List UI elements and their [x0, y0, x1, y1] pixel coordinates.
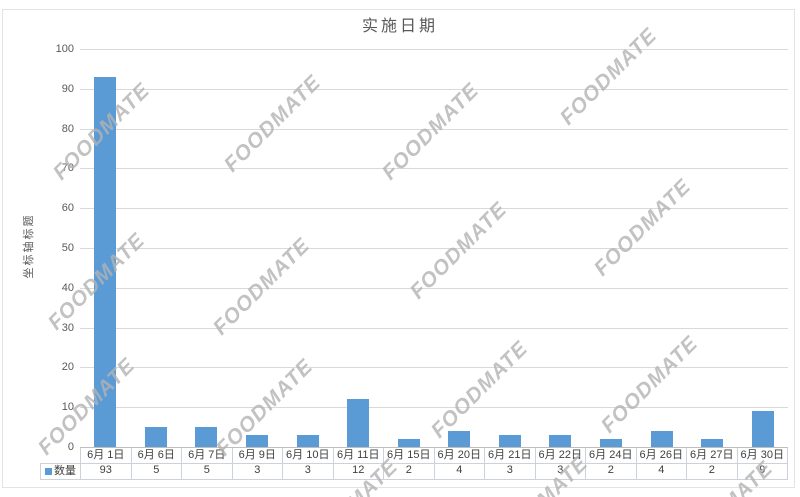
table-value-cell: 3 — [534, 463, 586, 479]
table-category-cell: 6月 11日 — [332, 448, 384, 463]
bar-6月 11日[interactable] — [347, 399, 369, 447]
table-value-cell: 3 — [231, 463, 283, 479]
table-value-cell: 12 — [332, 463, 384, 479]
table-value-cell: 5 — [181, 463, 232, 479]
y-tick-label: 80 — [61, 122, 74, 135]
table-value-cell: 5 — [130, 463, 182, 479]
table-value-cell: 2 — [686, 463, 737, 479]
table-value-cell: 2 — [585, 463, 636, 479]
gridline — [80, 88, 788, 90]
gridline — [80, 287, 788, 289]
legend-cell: 数量 — [40, 463, 80, 479]
bar-6月 10日[interactable] — [297, 435, 319, 447]
gridline — [80, 407, 788, 409]
gridline — [80, 128, 788, 130]
table-value-cell: 93 — [80, 463, 131, 479]
y-tick-label: 20 — [61, 361, 74, 374]
gridline — [80, 208, 788, 210]
data-table-value-row: 数量 93 5 5 3 3 12 2 4 3 3 2 4 2 9 — [40, 463, 788, 480]
y-tick-label: 40 — [61, 281, 74, 294]
table-value-cell: 9 — [736, 463, 788, 479]
bar-6月 26日[interactable] — [651, 431, 673, 447]
table-category-cell: 6月 30日 — [736, 448, 788, 463]
bar-6月 15日[interactable] — [398, 439, 420, 447]
bar-6月 24日[interactable] — [600, 439, 622, 447]
bar-6月 22日[interactable] — [549, 435, 571, 447]
bar-6月 20日[interactable] — [448, 431, 470, 447]
y-tick-label: 0 — [67, 441, 74, 453]
table-value-cell: 2 — [383, 463, 434, 479]
table-category-cell: 6月 26日 — [635, 448, 687, 463]
gridline — [80, 168, 788, 170]
y-tick-label: 60 — [61, 202, 74, 215]
bar-6月 21日[interactable] — [499, 435, 521, 447]
table-category-cell: 6月 20日 — [433, 448, 485, 463]
table-value-cell: 3 — [484, 463, 535, 479]
gridline — [80, 327, 788, 329]
y-tick-label: 30 — [61, 321, 74, 334]
data-table-category-row: 6月 1日 6月 6日 6月 7日 6月 9日 6月 10日 6月 11日 6月 15日 6月… — [80, 447, 788, 464]
y-tick-label: 10 — [61, 401, 74, 414]
bar-6月 30日[interactable] — [752, 411, 774, 447]
gridline — [80, 367, 788, 369]
table-category-cell: 6月 6日 — [130, 448, 182, 463]
table-category-cell: 6月 15日 — [383, 448, 434, 463]
table-category-cell: 6月 9日 — [231, 448, 283, 463]
y-tick-label: 50 — [61, 242, 74, 254]
table-category-cell: 6月 1日 — [80, 448, 131, 463]
table-value-cell: 3 — [282, 463, 333, 479]
chart-border — [2, 9, 795, 488]
table-category-cell: 6月 10日 — [282, 448, 333, 463]
table-category-cell: 6月 21日 — [484, 448, 535, 463]
gridline — [80, 248, 788, 249]
y-tick-label: 100 — [55, 43, 74, 55]
table-category-cell: 6月 22日 — [534, 448, 586, 463]
legend-marker-icon — [45, 468, 52, 475]
y-tick-label: 90 — [61, 82, 74, 95]
bar-6月 9日[interactable] — [246, 435, 268, 447]
table-value-cell: 4 — [635, 463, 687, 479]
bar-6月 1日[interactable] — [94, 77, 116, 447]
legend-label: 数量 — [54, 465, 76, 477]
table-category-cell: 6月 24日 — [585, 448, 636, 463]
chart-title: 实施日期 — [361, 18, 438, 35]
bar-6月 7日[interactable] — [195, 427, 217, 447]
gridline — [80, 49, 788, 50]
table-category-cell: 6月 27日 — [686, 448, 737, 463]
bar-6月 27日[interactable] — [701, 439, 723, 447]
bar-6月 6日[interactable] — [145, 427, 167, 447]
table-category-cell: 6月 7日 — [181, 448, 232, 463]
y-tick-label: 70 — [61, 162, 74, 175]
table-value-cell: 4 — [433, 463, 485, 479]
